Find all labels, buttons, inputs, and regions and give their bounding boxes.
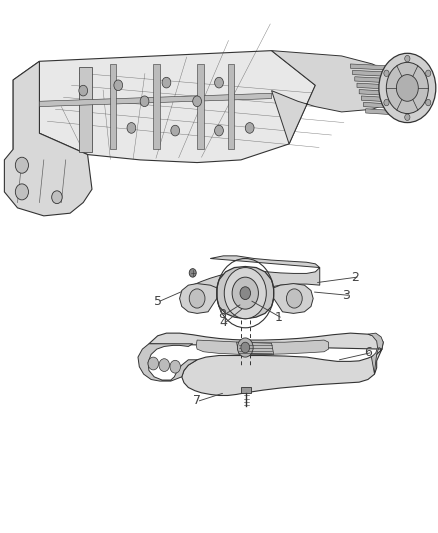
Polygon shape (13, 61, 39, 149)
Text: 3: 3 (342, 289, 350, 302)
Text: 8: 8 (219, 308, 226, 321)
Text: 7: 7 (193, 394, 201, 407)
Polygon shape (39, 93, 272, 107)
Circle shape (405, 114, 410, 120)
Text: 4: 4 (219, 316, 227, 329)
Polygon shape (149, 333, 383, 395)
Polygon shape (197, 64, 204, 149)
Polygon shape (138, 344, 197, 381)
Circle shape (224, 268, 266, 319)
Circle shape (170, 360, 180, 373)
Circle shape (379, 53, 436, 123)
Polygon shape (39, 51, 315, 163)
Polygon shape (350, 64, 407, 71)
Circle shape (15, 157, 28, 173)
Circle shape (384, 70, 389, 76)
Circle shape (286, 289, 302, 308)
Polygon shape (274, 284, 313, 313)
Circle shape (232, 277, 258, 309)
Polygon shape (79, 67, 92, 152)
Polygon shape (359, 90, 407, 96)
Circle shape (52, 191, 62, 204)
Circle shape (79, 85, 88, 96)
Circle shape (127, 123, 136, 133)
Circle shape (386, 62, 428, 114)
Circle shape (171, 125, 180, 136)
Polygon shape (353, 70, 407, 77)
Circle shape (241, 342, 250, 353)
Circle shape (189, 289, 205, 308)
Polygon shape (217, 266, 274, 319)
Circle shape (15, 184, 28, 200)
Polygon shape (357, 83, 407, 90)
Text: 1: 1 (274, 311, 282, 324)
Circle shape (215, 125, 223, 136)
Circle shape (237, 338, 253, 357)
Polygon shape (153, 64, 160, 149)
Polygon shape (364, 102, 407, 109)
Circle shape (405, 55, 410, 62)
Circle shape (384, 100, 389, 106)
Polygon shape (228, 64, 234, 149)
Circle shape (114, 80, 123, 91)
Circle shape (189, 269, 196, 277)
Polygon shape (237, 342, 274, 354)
Polygon shape (196, 340, 328, 354)
Circle shape (162, 77, 171, 88)
Circle shape (396, 75, 418, 101)
Polygon shape (180, 284, 217, 313)
Circle shape (193, 96, 201, 107)
Polygon shape (368, 333, 383, 374)
Circle shape (240, 287, 251, 300)
Circle shape (215, 77, 223, 88)
Circle shape (245, 123, 254, 133)
Polygon shape (366, 109, 407, 116)
Circle shape (148, 357, 159, 370)
Circle shape (140, 96, 149, 107)
Circle shape (426, 100, 431, 106)
Polygon shape (4, 61, 92, 216)
Polygon shape (272, 51, 403, 144)
Polygon shape (361, 96, 407, 103)
Text: 6: 6 (364, 346, 372, 359)
Circle shape (159, 359, 170, 372)
Circle shape (426, 70, 431, 76)
Text: 5: 5 (154, 295, 162, 308)
Polygon shape (110, 64, 116, 149)
Text: 2: 2 (351, 271, 359, 284)
Polygon shape (355, 77, 407, 84)
Polygon shape (188, 256, 320, 297)
Polygon shape (241, 387, 251, 393)
